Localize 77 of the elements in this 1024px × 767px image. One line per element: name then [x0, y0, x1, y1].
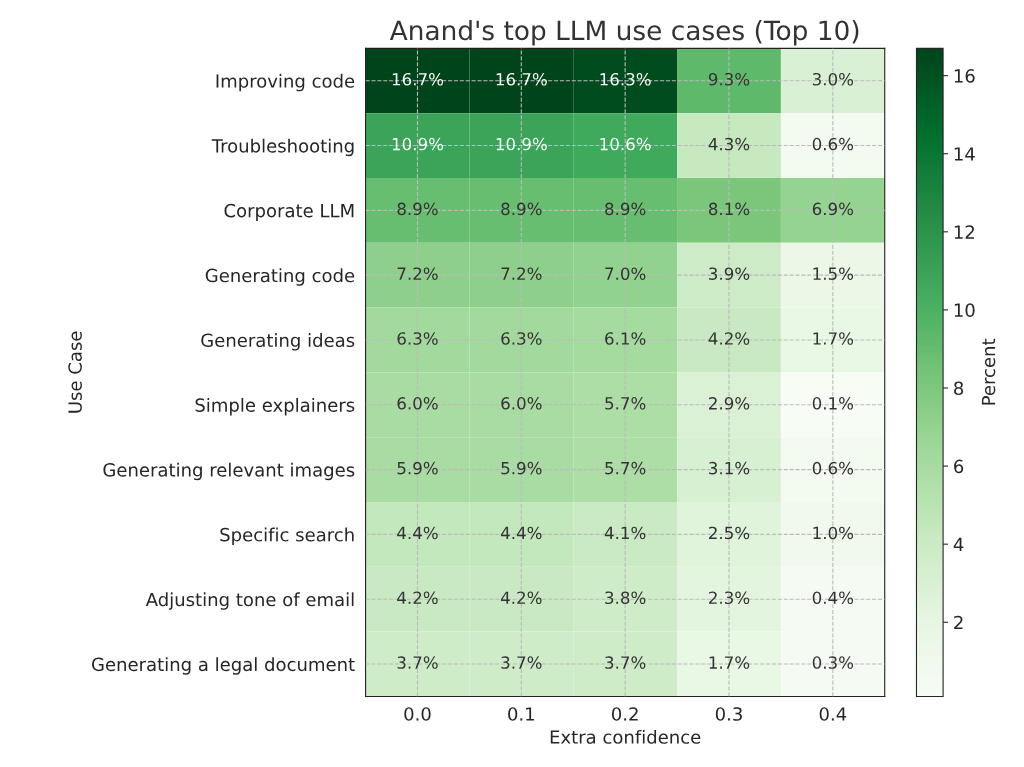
data-label: 4.2%: [397, 591, 438, 605]
data-label: 4.2%: [708, 332, 750, 345]
data-label: 8.9%: [605, 202, 646, 216]
data-label: 8.9%: [397, 202, 438, 216]
data-label: 4.4%: [500, 526, 542, 540]
y-tick-label: Generating code: [205, 268, 355, 286]
color-bar-label: 14: [954, 147, 975, 161]
data-label: 6.0%: [501, 397, 542, 410]
data-label: 3.7%: [501, 656, 542, 669]
color-bar-label: 12: [954, 225, 974, 239]
data-label: 5.9%: [501, 461, 542, 475]
color-bar-label: 10: [954, 303, 975, 318]
data-label: 5.9%: [397, 461, 438, 475]
data-label: 10.9%: [392, 137, 444, 151]
color-bar-label: 4: [953, 537, 964, 552]
data-label: 6.0%: [397, 397, 438, 410]
color-bar-label: 6: [954, 459, 964, 474]
data-label: 8.9%: [501, 202, 542, 216]
data-label: 2.3%: [709, 591, 750, 605]
color-bar-label: 2: [954, 615, 963, 630]
data-label: 1.0%: [813, 526, 854, 540]
data-label: 10.9%: [496, 137, 547, 151]
data-label: 0.3%: [812, 656, 854, 669]
data-label: 5.7%: [605, 397, 646, 410]
data-label: 4.3%: [708, 137, 750, 151]
y-tick-label: Corporate LLM: [224, 203, 354, 221]
data-label: 9.3%: [708, 72, 750, 86]
y-tick-label: Simple explainers: [195, 397, 355, 416]
data-label: 1.5%: [813, 267, 854, 280]
data-label: 0.6%: [812, 137, 854, 151]
y-tick-label: Generating a legal document: [91, 657, 355, 675]
data-label: 6.9%: [812, 202, 854, 216]
x-axis-title: Extra confidence: [550, 729, 701, 744]
data-label: 4.4%: [397, 526, 438, 540]
data-label: 1.7%: [813, 332, 854, 345]
y-tick-label: Generating ideas: [201, 333, 355, 351]
data-label: 3.0%: [812, 72, 854, 86]
data-label: 2.9%: [709, 397, 750, 410]
color-bar-label: 16: [954, 69, 975, 83]
data-label: 0.1%: [812, 397, 854, 410]
data-label: 4.2%: [500, 591, 542, 605]
y-tick-label: Improving code: [216, 73, 355, 92]
data-label: 3.1%: [709, 461, 750, 475]
data-label: 7.2%: [501, 267, 542, 280]
y-tick-label: Specific search: [220, 527, 354, 546]
x-tick-label: 0.0: [404, 707, 431, 721]
x-tick-label: 0.1: [508, 707, 535, 721]
y-tick-label: Troubleshooting: [211, 138, 354, 157]
data-label: 7.2%: [397, 267, 438, 280]
y-tick-label: Adjusting tone of email: [145, 592, 354, 610]
x-tick-label: 0.2: [611, 707, 638, 721]
chart-title: Anand's top LLM use cases (Top 10): [389, 19, 859, 46]
data-label: 0.4%: [812, 591, 854, 605]
data-label: 6.1%: [605, 332, 646, 345]
y-tick-label: Generating relevant images: [103, 462, 355, 481]
data-label: 2.5%: [709, 526, 750, 540]
data-label: 8.1%: [708, 202, 750, 216]
data-label: 3.7%: [605, 656, 646, 669]
data-label: 1.7%: [709, 656, 750, 669]
data-label: 6.3%: [501, 332, 542, 345]
data-label: 3.9%: [709, 267, 750, 280]
color-bar-title: Percent: [981, 338, 996, 405]
data-label: 5.7%: [605, 461, 646, 475]
data-label: 16.3%: [600, 72, 651, 86]
data-label: 0.6%: [812, 461, 854, 475]
data-label: 7.0%: [605, 267, 646, 280]
x-tick-label: 0.3: [715, 707, 742, 721]
color-bar-label: 8: [954, 381, 964, 396]
data-label: 4.1%: [604, 526, 646, 540]
x-tick-label: 0.4: [819, 707, 847, 721]
data-label: 6.3%: [397, 332, 438, 345]
data-label: 10.6%: [600, 137, 651, 151]
data-label: 3.8%: [605, 591, 646, 605]
data-label: 3.7%: [397, 656, 438, 669]
data-label: 16.7%: [496, 72, 547, 86]
data-label: 16.7%: [392, 72, 444, 86]
y-axis-title: Use Case: [68, 331, 82, 413]
